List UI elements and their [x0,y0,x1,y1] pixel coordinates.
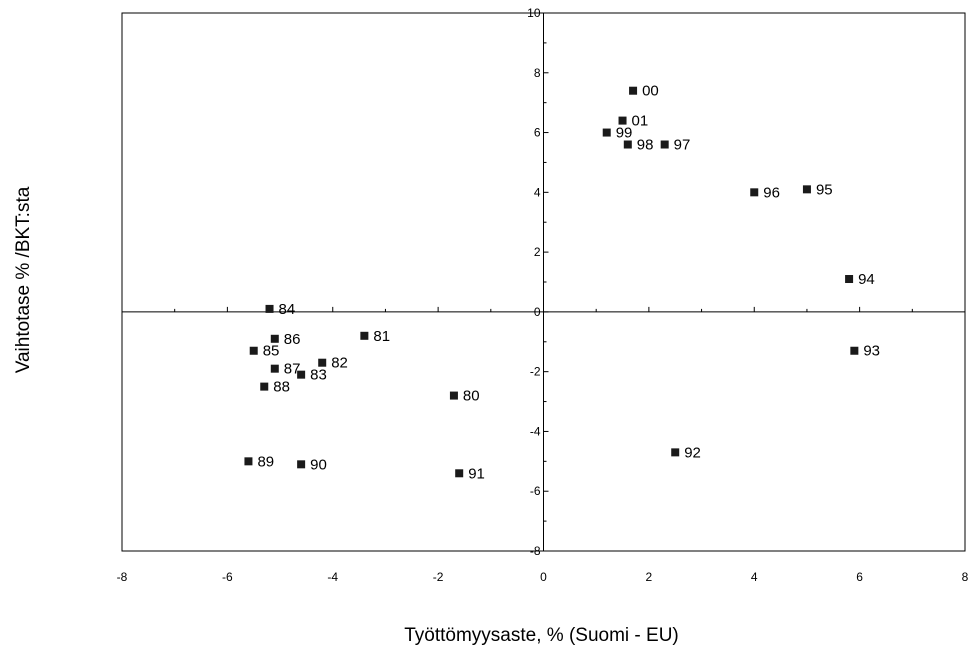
point-label: 86 [284,331,301,348]
data-point [750,188,759,197]
point-label: 96 [763,184,780,201]
data-point [850,346,859,355]
ticks [121,12,966,552]
point-label: 92 [684,444,701,461]
data-point [602,128,611,137]
y-tick-label: 4 [534,185,541,199]
data-point [449,391,458,400]
point-label: 93 [863,343,880,360]
point-label: 80 [463,388,480,405]
y-tick-label: -6 [530,484,541,498]
point-label: 81 [373,328,390,345]
x-tick-label: -8 [117,570,128,584]
x-tick-label: 2 [646,570,653,584]
data-point [265,304,274,313]
y-tick-label: 8 [534,66,541,80]
point-label: 91 [468,465,485,482]
point-label: 00 [642,83,659,100]
data-point [297,370,306,379]
x-tick-label: -4 [327,570,338,584]
data-point [660,140,669,149]
point-label: 01 [632,113,649,130]
y-tick-label: 2 [534,245,541,259]
tick-labels: -8 -6 -4 -2 0 2 4 6 8 -8 -6 -4 -2 0 2 4 6 8 10 [117,6,969,584]
point-label: 83 [310,367,327,384]
y-tick-label: 6 [534,126,541,140]
data-point [260,382,269,391]
point-label: 84 [279,301,296,318]
y-axis-title: Vaihtotase % /BKT:sta [13,186,34,373]
point-label: 88 [273,379,290,396]
data-point [623,140,632,149]
data-point [845,275,854,284]
y-tick-label: -4 [530,424,541,438]
point-label: 90 [310,456,327,473]
x-tick-label: -6 [222,570,233,584]
point-label: 87 [284,361,301,378]
data-point [249,346,258,355]
data-points [244,86,859,478]
data-point [802,185,811,194]
y-tick-label: -2 [530,365,541,379]
x-tick-label: 0 [540,570,547,584]
point-label: 98 [637,137,654,154]
data-point [618,116,627,125]
y-tick-label: 0 [534,305,541,319]
data-point [318,358,327,367]
point-label: 94 [858,271,875,288]
y-tick-label: -8 [530,544,541,558]
data-point [455,469,464,478]
point-label: 95 [816,181,833,198]
data-point [297,460,306,469]
point-label: 82 [331,355,348,372]
point-label: 85 [263,343,280,360]
data-point [270,364,279,373]
data-point [270,334,279,343]
x-tick-label: 6 [856,570,863,584]
data-point [360,331,369,340]
data-point [671,448,680,457]
x-axis-title: Työttömyysaste, % (Suomi - EU) [404,625,679,646]
data-point [244,457,253,466]
point-label: 97 [674,137,691,154]
x-tick-label: 8 [962,570,969,584]
point-label: 89 [257,453,274,470]
data-point [629,86,638,95]
point-label: 99 [616,125,633,142]
x-tick-label: -2 [433,570,444,584]
y-tick-label: 10 [527,6,541,20]
x-tick-label: 4 [751,570,758,584]
